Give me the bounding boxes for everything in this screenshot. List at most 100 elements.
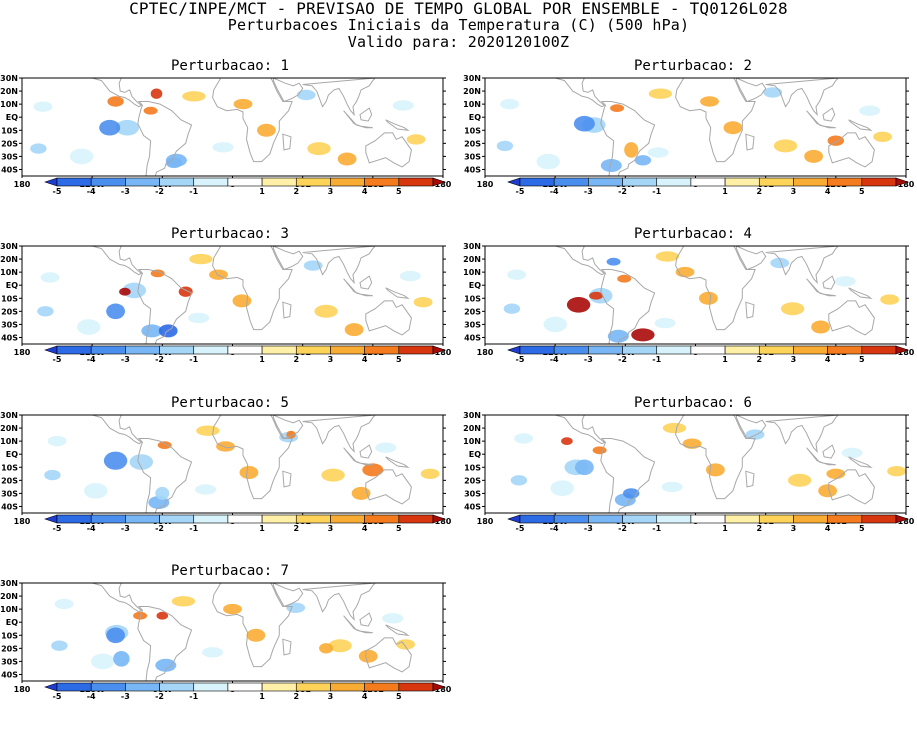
coastlines (555, 246, 875, 344)
anomaly-blob (216, 441, 235, 452)
colorbar-box (861, 514, 897, 524)
colorbar-label: -1 (189, 355, 198, 364)
colorbar-box (656, 514, 692, 524)
colorbar-label: 1 (722, 524, 728, 533)
colorbar-label: -1 (189, 187, 198, 196)
colorbar-box (656, 177, 692, 187)
coastline (212, 246, 293, 331)
anomaly-blob (500, 98, 519, 110)
anomaly-blob (634, 155, 652, 166)
anomaly-blob (834, 276, 856, 287)
anomaly-blob (507, 269, 526, 280)
coastline (745, 301, 755, 319)
lon-label: 180 (435, 517, 452, 526)
colorbar-box (295, 682, 331, 692)
colorbar-box (159, 345, 195, 355)
lon-label: 180 (435, 348, 452, 357)
colorbar-tip-high (895, 177, 909, 187)
colorbar-box (519, 177, 555, 187)
anomaly-blob (661, 481, 683, 493)
coastline (359, 275, 373, 290)
anomaly-blob (624, 142, 639, 158)
colorbar-box (724, 345, 760, 355)
coastline (385, 119, 410, 132)
anomaly-blob (307, 142, 331, 156)
coastline (302, 78, 376, 117)
anomaly-blob (54, 598, 74, 610)
coastline (359, 107, 373, 122)
anomaly-blob (617, 274, 632, 283)
colorbar-box (758, 345, 794, 355)
colorbar-label: 1 (259, 692, 265, 701)
anomaly-blob (647, 147, 669, 158)
anomaly-blob (392, 100, 414, 111)
colorbar-label: -3 (121, 692, 130, 701)
colorbar-label: -5 (53, 187, 62, 196)
colorbar: -5 -4 -3 -2 -1 1 2 3 4 5 (507, 345, 909, 364)
anomaly-blob (406, 134, 426, 145)
colorbar-box (125, 514, 160, 524)
coastline (302, 415, 376, 454)
colorbar-label: 4 (362, 187, 368, 196)
colorbar-label: 2 (756, 187, 762, 196)
colorbar-box (90, 345, 126, 355)
anomaly-blob (196, 425, 220, 436)
colorbar-label: -1 (189, 524, 198, 533)
anomaly-blob (107, 96, 124, 107)
colorbar-label: 1 (259, 355, 265, 364)
colorbar-label: -1 (652, 187, 661, 196)
anomaly-blob (420, 468, 440, 479)
coastline (343, 615, 373, 634)
colorbar-label: -1 (189, 692, 198, 701)
anomaly-blob (84, 483, 108, 499)
colorbar-box (690, 514, 726, 524)
coastline (765, 246, 839, 285)
anomaly-blob (319, 643, 334, 654)
colorbar-label: 3 (328, 187, 334, 196)
colorbar-label: 4 (825, 187, 831, 196)
colorbar-box (159, 682, 195, 692)
lat-tick-label: EQ (469, 113, 481, 122)
anomaly-map: 30N 20N 10N EQ 10S 20S 30S 40S (463, 242, 909, 346)
anomaly-blob (150, 269, 165, 278)
coastline (272, 246, 304, 271)
anomaly-blob (631, 328, 655, 342)
anomaly-field (496, 87, 892, 172)
anomaly-blob (351, 486, 371, 500)
lat-tick-label: 30N (0, 579, 18, 588)
panel-title: Perturbacao: 5 (170, 395, 289, 411)
lat-tick-label: 40S (1, 333, 18, 342)
colorbar-label: -2 (155, 187, 164, 196)
colorbar-label: -5 (53, 524, 62, 533)
lat-tick-label: 30S (464, 489, 481, 498)
anomaly-blob (655, 251, 680, 262)
lat-tick-label: 20S (464, 476, 481, 485)
panel-title: Perturbacao: 4 (633, 226, 752, 242)
coastline (600, 269, 656, 344)
lon-label: 180 (477, 517, 494, 526)
anomaly-blob (699, 291, 718, 305)
anomaly-blob (399, 270, 421, 282)
colorbar-label: 2 (293, 187, 299, 196)
lat-tick-label: EQ (6, 450, 18, 459)
colorbar-box (656, 345, 692, 355)
lat-tick-label: 20S (1, 644, 18, 653)
coastline (137, 101, 193, 176)
figure-header: CPTEC/INPE/MCT - PREVISAO DE TEMPO GLOBA… (0, 0, 917, 51)
lon-label: 180 (477, 180, 494, 189)
anomaly-blob (700, 96, 719, 107)
lon-label: 180 (14, 685, 31, 694)
lat-tick-label: 20N (0, 424, 18, 433)
colorbar-box (724, 514, 760, 524)
lat-tick-label: 20S (1, 139, 18, 148)
colorbar-box (56, 682, 92, 692)
anomaly-blob (77, 319, 101, 335)
colorbar-box (588, 345, 623, 355)
anomaly-blob (654, 317, 676, 329)
lat-tick-label: 30N (463, 242, 481, 251)
colorbar-box (758, 514, 794, 524)
colorbar-box (56, 177, 92, 187)
figure-subtitle: Perturbacoes Iniciais da Temperatura (C)… (227, 16, 690, 34)
colorbar-label: -3 (121, 187, 130, 196)
colorbar-tip-high (895, 514, 909, 524)
